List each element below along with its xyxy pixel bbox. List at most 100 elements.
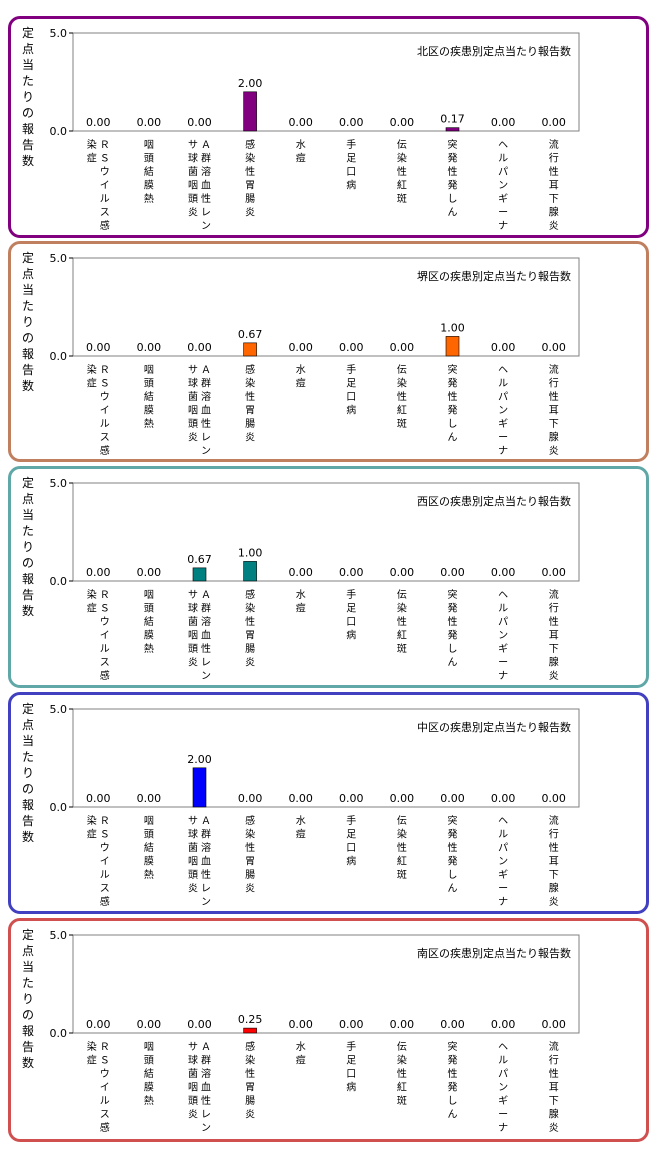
x-tick-label: 水痘: [296, 589, 306, 615]
x-tick-char: 発: [448, 179, 458, 192]
x-tick-char: ス: [100, 658, 110, 669]
x-tick-char: 群: [201, 1054, 211, 1067]
plot-area: [72, 482, 580, 582]
x-tick-char: 染: [397, 602, 407, 615]
x-tick-char: 染: [245, 377, 255, 390]
bar-chart-svg: 0.05.0南区の疾患別定点当たり報告数0.00ＲＳウイルス感染症0.00咽頭結…: [50, 929, 580, 1134]
x-tick-char: 性: [448, 841, 458, 854]
x-tick-char: Ａ: [201, 1042, 211, 1053]
x-tick-char: 性: [245, 1067, 255, 1080]
x-tick-char: 結: [144, 390, 154, 403]
data-label: 0.00: [238, 792, 263, 805]
x-tick-char: 耳: [549, 1082, 559, 1094]
x-tick-char: 熱: [144, 1094, 154, 1107]
x-tick-char: Ｓ: [100, 830, 110, 841]
x-tick-char: 発: [448, 828, 458, 841]
x-tick-char: サ: [188, 589, 198, 601]
x-tick-char: 膜: [144, 1082, 154, 1094]
x-tick-char: 頭: [144, 153, 154, 165]
data-label: 0.00: [541, 792, 566, 805]
x-tick-char: 胃: [245, 630, 255, 642]
x-tick-char: 胃: [245, 180, 255, 192]
x-tick-char: 腺: [549, 206, 559, 219]
x-tick-char: 炎: [549, 670, 559, 682]
data-label: 0.00: [288, 1018, 313, 1031]
x-tick-char: 下: [549, 870, 559, 881]
x-tick-char: 水: [296, 589, 306, 601]
x-tick-char: パ: [498, 1068, 508, 1080]
x-tick-char: レ: [201, 884, 211, 895]
x-tick-char: ん: [448, 657, 458, 669]
x-tick-char: 膜: [144, 856, 154, 868]
data-label: 0.00: [137, 566, 162, 579]
data-label: 0.00: [137, 116, 162, 129]
data-label: 1.00: [440, 321, 465, 334]
x-tick-char: 群: [201, 377, 211, 390]
y-tick-label: 0.0: [50, 1027, 68, 1040]
data-label: 0.00: [187, 1018, 212, 1031]
x-tick-char: レ: [201, 1110, 211, 1121]
x-tick-char: 突: [448, 363, 458, 376]
x-tick-char: ー: [498, 1110, 508, 1121]
y-tick-label: 0.0: [50, 125, 68, 138]
x-tick-char: Ｒ: [100, 590, 110, 601]
data-label: 0.00: [440, 1018, 465, 1031]
x-tick-char: ン: [201, 671, 211, 682]
data-label: 0.00: [491, 566, 516, 579]
x-tick-char: 菌: [188, 1068, 198, 1080]
data-label: 0.00: [339, 116, 364, 129]
x-tick-char: 口: [346, 1069, 356, 1080]
data-label: 0.00: [491, 116, 516, 129]
x-tick-char: 腺: [549, 656, 559, 669]
data-label: 0.00: [187, 116, 212, 129]
x-tick-char: 胃: [245, 856, 255, 868]
x-tick-char: ン: [201, 1123, 211, 1134]
data-label: 0.67: [187, 553, 212, 566]
x-tick-char: 耳: [549, 405, 559, 417]
data-label: 0.00: [390, 1018, 415, 1031]
x-tick-char: ル: [100, 870, 110, 881]
x-tick-char: 足: [346, 829, 356, 841]
x-tick-char: 頭: [144, 603, 154, 615]
x-tick-char: 腸: [245, 1095, 255, 1107]
x-tick-char: 結: [144, 841, 154, 854]
x-tick-char: ギ: [498, 193, 508, 205]
x-tick-char: ん: [448, 1109, 458, 1121]
x-tick-char: 斑: [397, 417, 407, 430]
x-tick-char: 染: [245, 152, 255, 165]
x-tick-char: Ａ: [201, 365, 211, 376]
x-tick-char: レ: [201, 658, 211, 669]
x-tick-char: 咽: [188, 630, 198, 642]
x-tick-char: 性: [201, 417, 211, 430]
x-tick-char: 症: [87, 152, 97, 165]
x-tick-char: 球: [188, 152, 198, 165]
x-tick-char: 病: [346, 1081, 356, 1094]
x-tick-char: ナ: [498, 445, 508, 457]
x-tick-char: 流: [549, 588, 559, 601]
x-tick-char: 咽: [144, 1041, 154, 1053]
x-tick-char: し: [448, 418, 458, 430]
data-label: 0.00: [288, 116, 313, 129]
x-tick-char: 頭: [144, 1055, 154, 1067]
y-axis-label: 定点当たりの報告数: [21, 702, 34, 844]
x-tick-char: ナ: [498, 1122, 508, 1134]
x-tick-char: 口: [346, 843, 356, 854]
x-tick-char: 球: [188, 377, 198, 390]
x-tick-char: ル: [498, 604, 508, 615]
x-tick-char: 胃: [245, 1082, 255, 1094]
x-tick-char: ル: [498, 379, 508, 390]
data-label: 0.00: [390, 341, 415, 354]
data-label: 0.00: [541, 1018, 566, 1031]
x-tick-char: 痘: [296, 602, 306, 615]
x-tick-char: 痘: [296, 1054, 306, 1067]
y-tick-label: 5.0: [50, 27, 68, 40]
x-tick-char: 膜: [144, 180, 154, 192]
